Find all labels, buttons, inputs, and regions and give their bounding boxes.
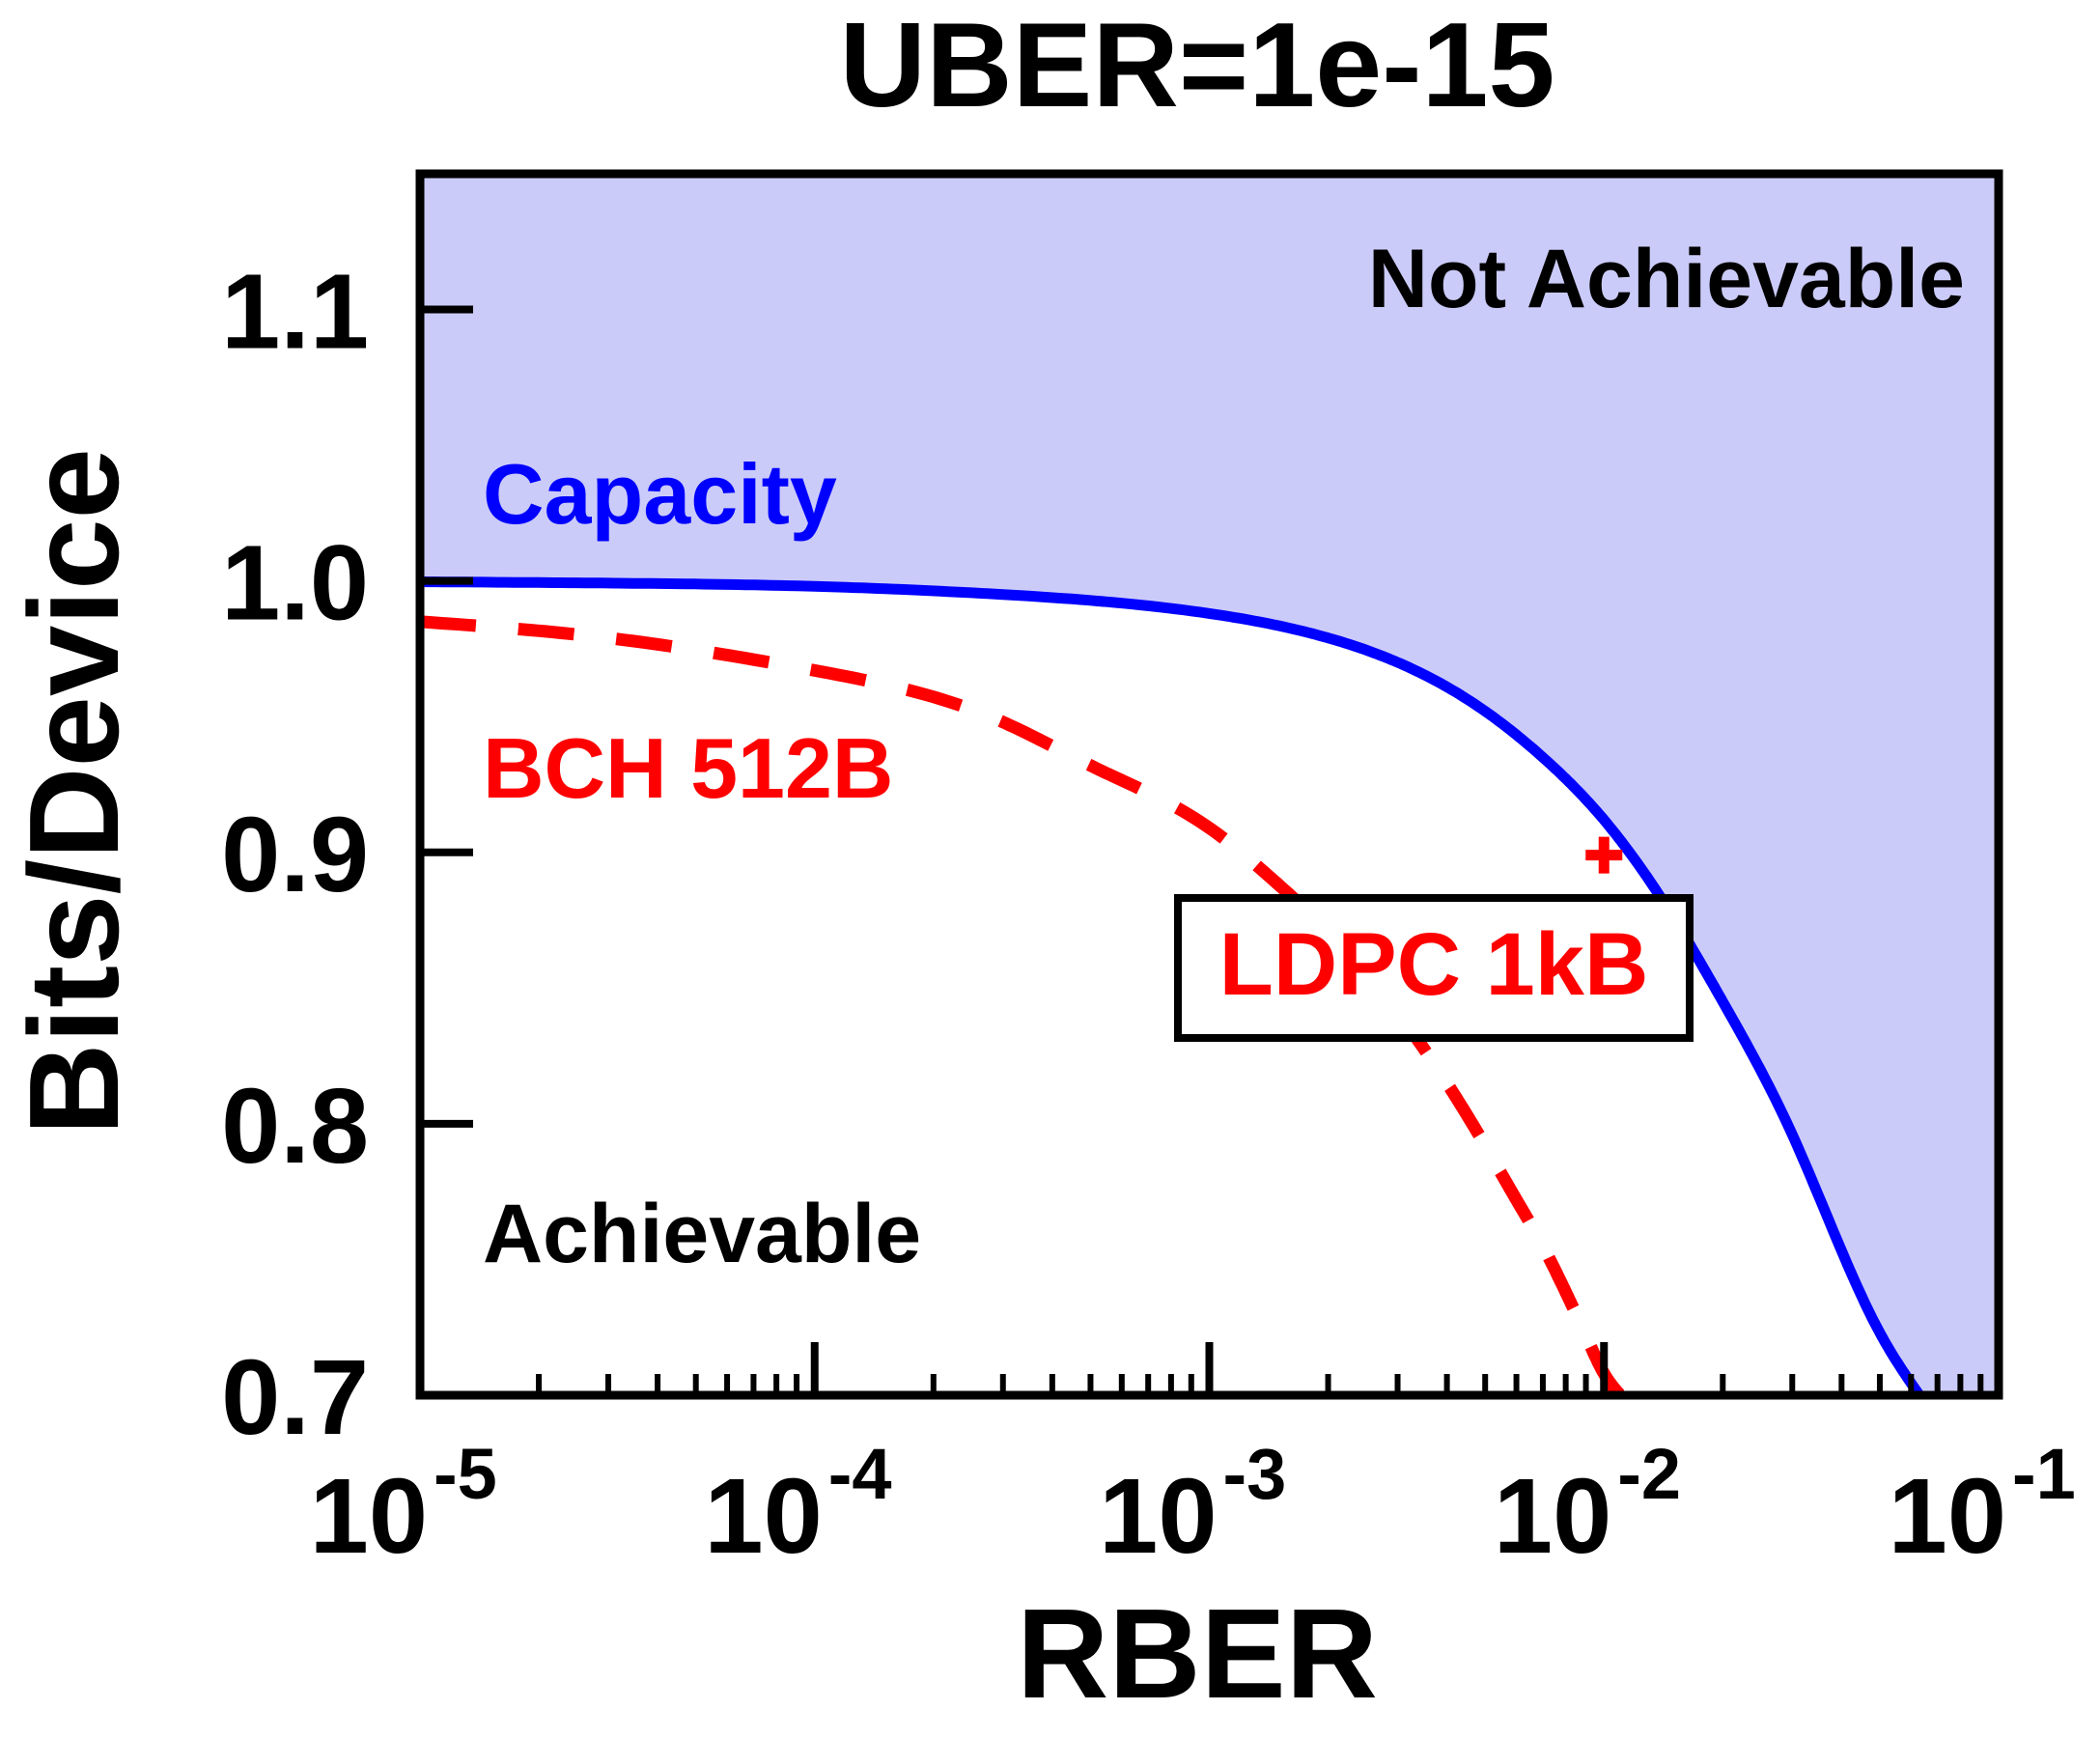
annotation-not-achievable: Not Achievable xyxy=(1368,233,1965,325)
annotation-ldpc-1kb: LDPC 1kB xyxy=(1219,915,1649,1014)
x-tick-label-exponent: -5 xyxy=(434,1434,497,1514)
x-tick-label-base: 10 xyxy=(1889,1457,2006,1576)
x-tick-label-exponent: -1 xyxy=(2012,1434,2076,1514)
x-tick-label-10-1: 10 -1 xyxy=(1889,1434,2076,1576)
x-tick-label-10-3: 10 -3 xyxy=(1099,1434,1286,1576)
x-tick-label-base: 10 xyxy=(310,1457,428,1576)
x-tick-label-exponent: -3 xyxy=(1223,1434,1287,1514)
x-tick-label-10-4: 10 -4 xyxy=(704,1434,891,1576)
x-tick-label-exponent: -4 xyxy=(828,1434,892,1514)
y-axis-ticks xyxy=(420,305,473,1128)
y-tick-label-0-8: 0.8 xyxy=(221,1067,369,1186)
point-marker-ldpc-1kb xyxy=(1585,836,1623,874)
annotations: Not Achievable Capacity BCH 512B LDPC 1kB Ac… xyxy=(483,233,1965,1280)
x-tick-label-10-2: 10 -2 xyxy=(1494,1434,1681,1576)
annotation-capacity: Capacity xyxy=(483,446,837,542)
x-tick-label-base: 10 xyxy=(1099,1457,1217,1576)
plot-frame xyxy=(415,169,2003,1400)
annotation-bch-512b: BCH 512B xyxy=(483,720,893,816)
not-achievable-region xyxy=(420,174,1999,1395)
y-tick-labels: 0.7 0.8 0.9 1.0 1.1 xyxy=(221,253,369,1457)
x-tick-labels: 10 -5 10 -4 10 -3 10 -2 10 -1 xyxy=(310,1434,2076,1576)
annotation-achievable: Achievable xyxy=(483,1188,921,1280)
x-tick-label-base: 10 xyxy=(704,1457,822,1576)
x-tick-label-base: 10 xyxy=(1494,1457,1611,1576)
point-markers xyxy=(1585,836,1623,874)
chart-title: UBER=1e-15 xyxy=(840,0,1555,132)
x-tick-label-exponent: -2 xyxy=(1617,1434,1681,1514)
y-tick-label-0-7: 0.7 xyxy=(221,1338,369,1457)
x-axis-label: RBER xyxy=(1017,1583,1378,1724)
x-tick-label-10-5: 10 -5 xyxy=(310,1434,497,1576)
y-tick-label-1-0: 1.0 xyxy=(221,524,369,643)
annotation-box-ldpc-1kb xyxy=(1174,894,1694,1042)
y-tick-label-0-9: 0.9 xyxy=(221,796,369,914)
series-line-capacity xyxy=(419,576,1924,1399)
y-axis-label: Bits/Device xyxy=(3,448,145,1135)
y-tick-label-1-1: 1.1 xyxy=(221,253,369,372)
